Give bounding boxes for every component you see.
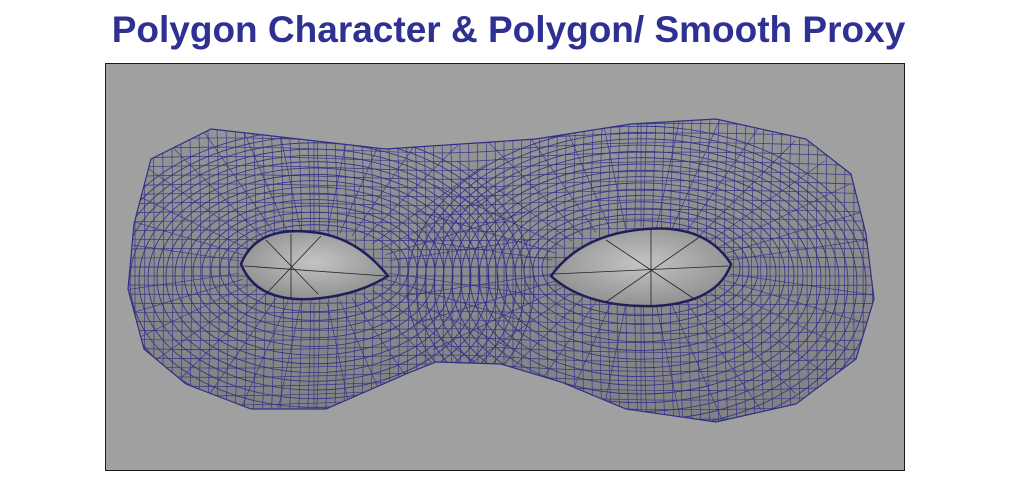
eye-mask-mesh-icon [106, 64, 904, 470]
3d-viewport[interactable] [105, 63, 905, 471]
right-eye [549, 227, 733, 308]
mask-outline [127, 118, 875, 423]
slide-title: Polygon Character & Polygon/ Smooth Prox… [111, 9, 906, 50]
left-eye [239, 229, 390, 301]
